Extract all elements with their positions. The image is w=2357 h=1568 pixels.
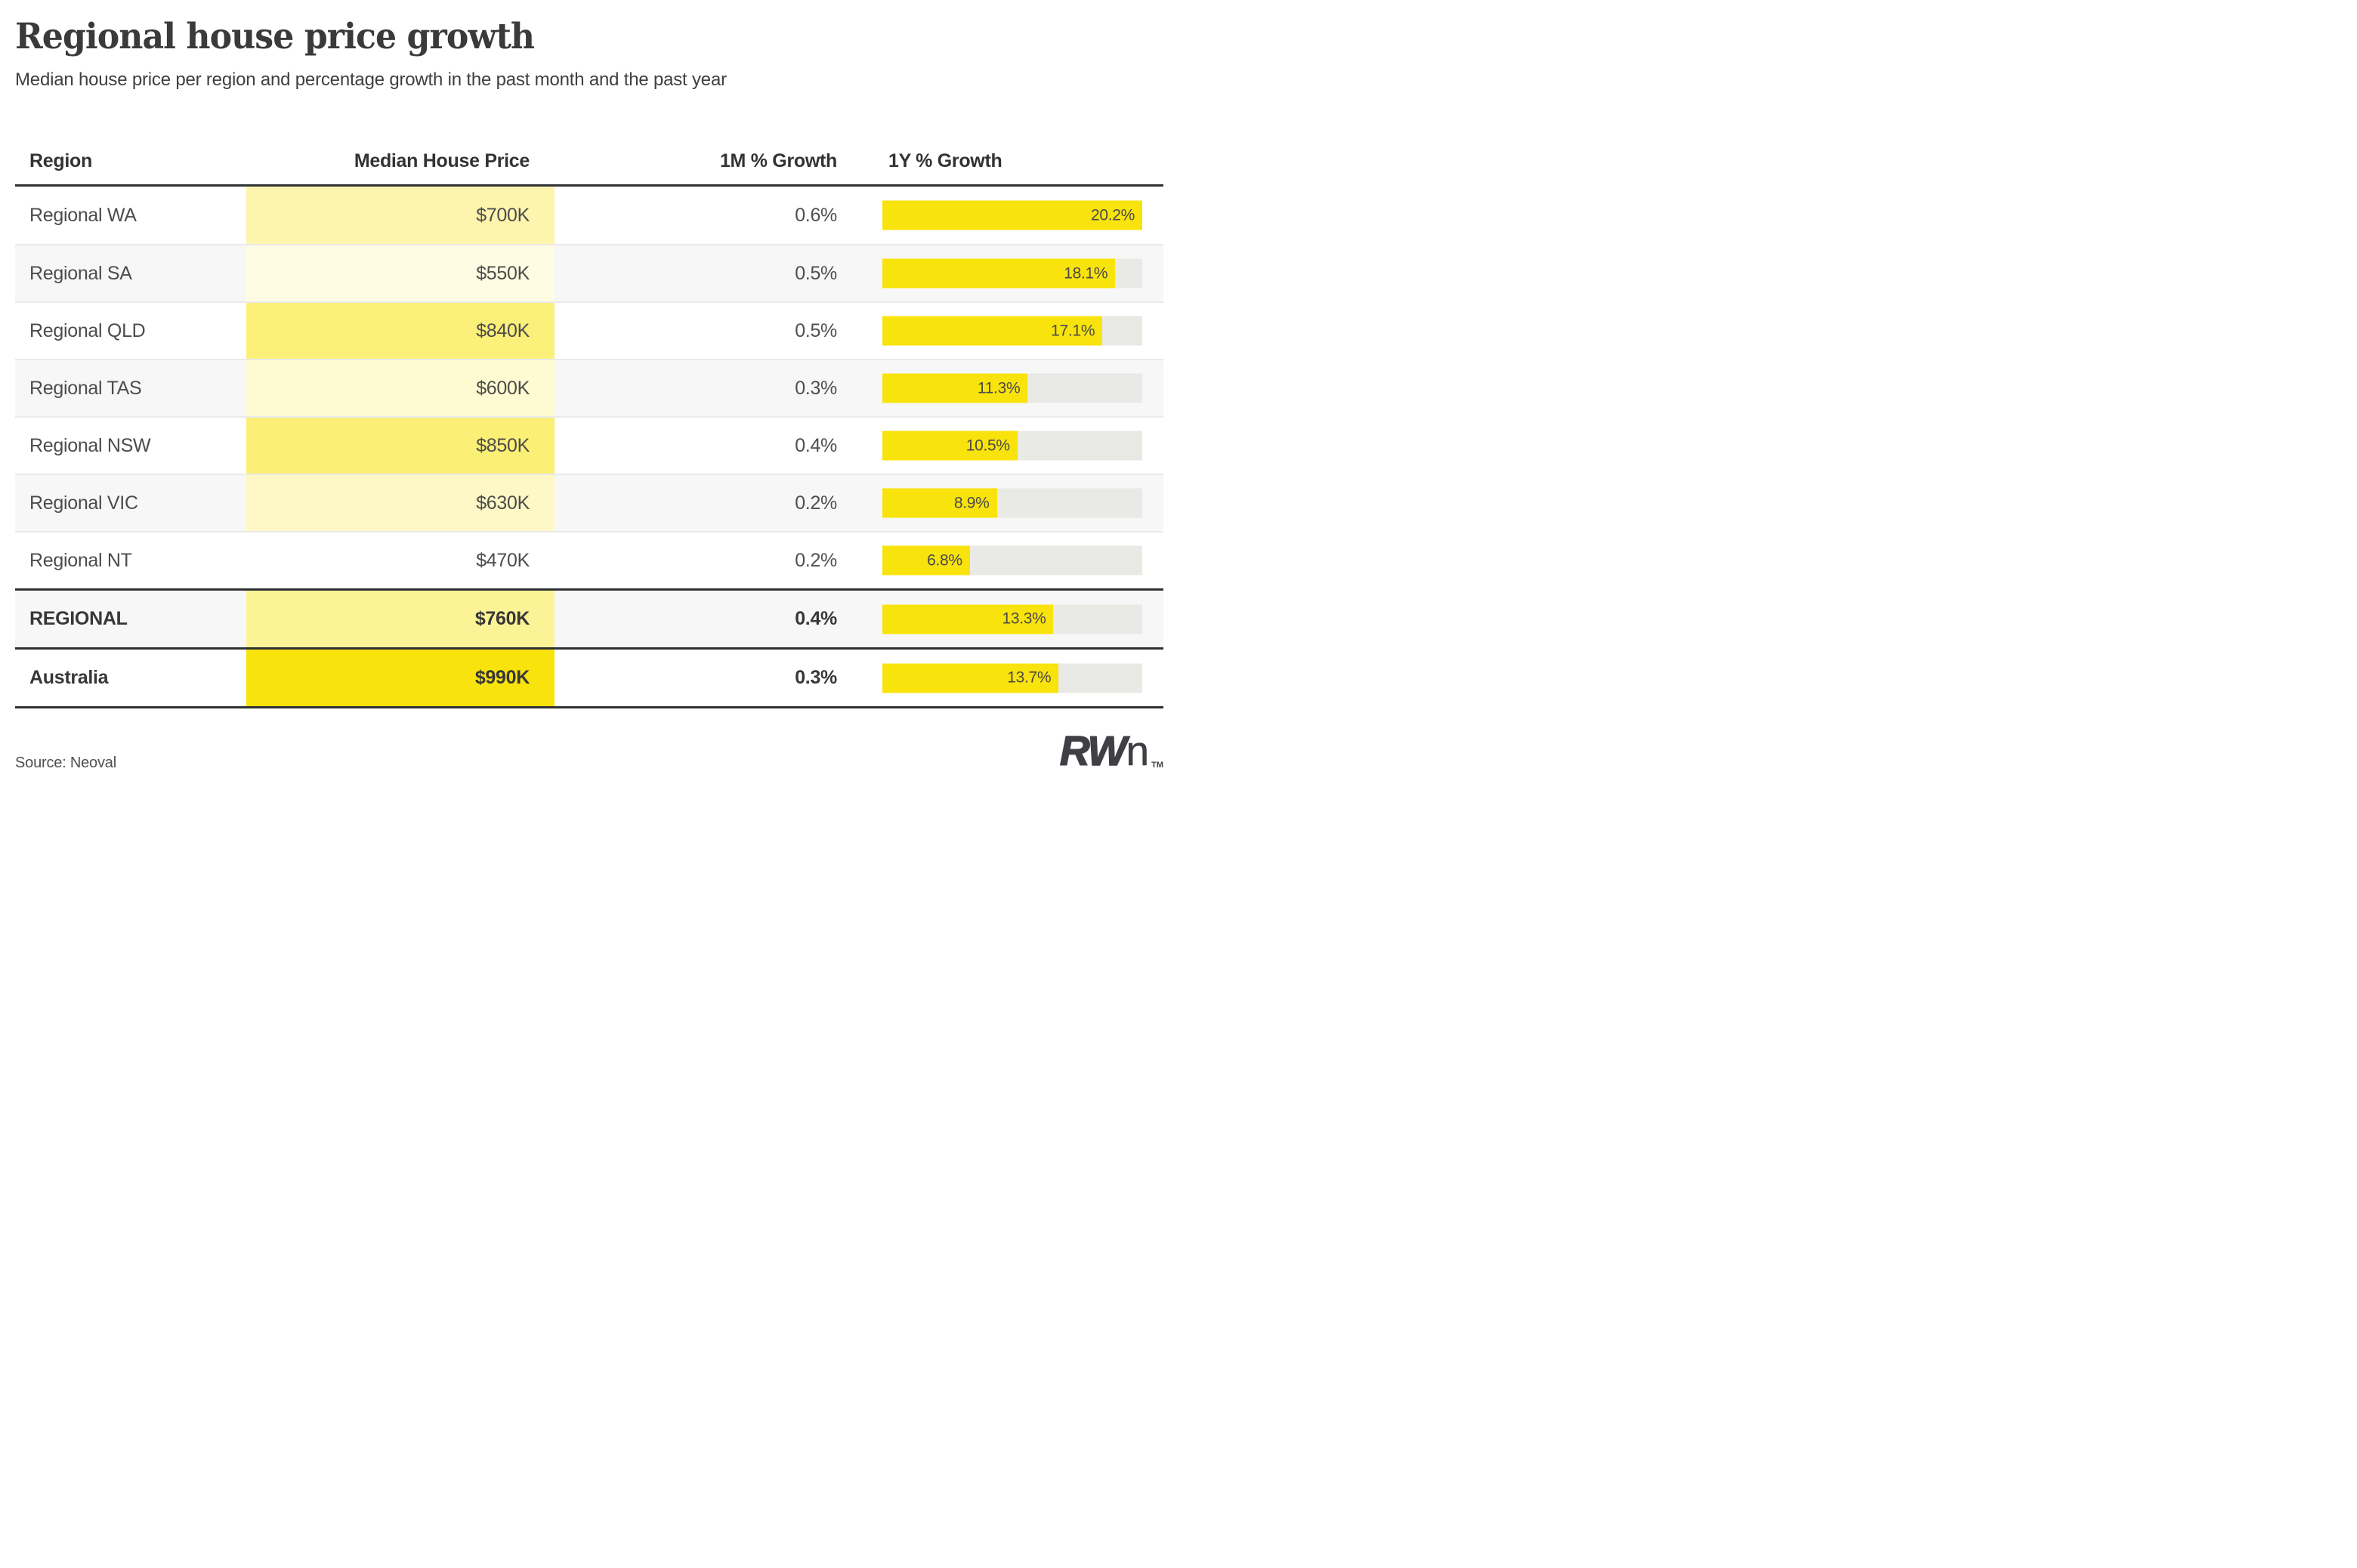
region-cell: Regional NT [29,549,132,571]
page-title: Regional house price growth [15,16,535,57]
growth-1m-cell: 0.5% [795,319,837,341]
infographic-canvas: Regional house price growth Median house… [0,0,1178,784]
median-price-cell: $700K [246,187,554,244]
growth-1y-bar-track: 17.1% [882,316,1142,346]
price-growth-table: Region Median House Price 1M % Growth 1Y… [15,92,1163,708]
growth-1y-bar-fill: 10.5% [882,431,1018,461]
trademark-symbol: TM [1151,761,1163,770]
growth-1y-bar-track: 13.7% [882,663,1142,693]
median-price-cell: $630K [246,475,554,531]
rwn-logo-rw: RW [1059,727,1127,774]
median-price-cell: $990K [246,650,554,706]
growth-1m-cell: 0.2% [795,549,837,571]
region-cell: Regional VIC [29,492,138,514]
rwn-logo: RW n TM [1059,727,1163,774]
median-price-cell: $470K [246,532,554,588]
table-row: Regional QLD $840K 0.5% 17.1% [15,301,1163,359]
growth-1y-bar-track: 8.9% [882,488,1142,518]
growth-1m-cell: 0.4% [795,608,837,629]
source-label: Source: Neoval [15,755,116,771]
median-price-cell: $840K [246,303,554,359]
growth-1m-cell: 0.4% [795,434,837,456]
column-header-1m-growth: 1M % Growth [719,150,837,171]
rwn-logo-n: n [1126,727,1150,774]
growth-1y-bar-track: 10.5% [882,431,1142,461]
median-price-cell: $760K [246,591,554,647]
footer: Source: Neoval RW n TM [15,727,1163,774]
growth-1m-cell: 0.6% [795,204,837,226]
region-cell: Regional WA [29,204,137,226]
growth-1m-cell: 0.3% [795,667,837,688]
table-header-row: Region Median House Price 1M % Growth 1Y… [15,92,1163,187]
page-subtitle: Median house price per region and percen… [15,69,727,90]
region-cell: Australia [29,667,109,688]
table-row: Australia $990K 0.3% 13.7% [15,647,1163,706]
growth-1y-bar-track: 20.2% [882,200,1142,230]
growth-1y-value-label: 13.7% [1007,668,1052,687]
table-row: Regional NSW $850K 0.4% 10.5% [15,416,1163,474]
growth-1m-cell: 0.2% [795,492,837,514]
table-row: REGIONAL $760K 0.4% 13.3% [15,588,1163,647]
growth-1y-value-label: 20.2% [1090,206,1135,224]
growth-1y-bar-fill: 13.3% [882,604,1054,634]
growth-1m-cell: 0.5% [795,262,837,284]
column-header-1y-growth: 1Y % Growth [888,150,1002,171]
growth-1y-bar-fill: 8.9% [882,488,997,518]
growth-1y-value-label: 6.8% [927,551,962,569]
region-cell: Regional SA [29,262,132,284]
table-row: Regional SA $550K 0.5% 18.1% [15,244,1163,301]
median-price-cell: $550K [246,245,554,301]
growth-1y-bar-track: 11.3% [882,373,1142,403]
region-cell: Regional NSW [29,434,151,456]
median-price-cell: $600K [246,360,554,416]
growth-1y-value-label: 18.1% [1064,264,1108,282]
growth-1y-value-label: 17.1% [1051,322,1095,339]
column-header-median-house-price: Median House Price [354,150,530,171]
growth-1y-bar-track: 6.8% [882,545,1142,576]
growth-1y-value-label: 11.3% [977,379,1021,397]
growth-1m-cell: 0.3% [795,377,837,399]
table-row: Regional NT $470K 0.2% 6.8% [15,531,1163,588]
growth-1y-value-label: 8.9% [953,494,990,511]
growth-1y-bar-fill: 11.3% [882,373,1028,403]
column-header-region: Region [29,150,92,171]
region-cell: REGIONAL [29,608,128,629]
growth-1y-bar-fill: 20.2% [882,200,1142,230]
growth-1y-bar-fill: 18.1% [882,258,1116,289]
table-body: Regional WA $700K 0.6% 20.2% Regional SA… [15,187,1163,708]
growth-1y-bar-track: 18.1% [882,258,1142,289]
region-cell: Regional TAS [29,377,142,399]
growth-1y-bar-fill: 6.8% [882,545,970,576]
growth-1y-bar-fill: 17.1% [882,316,1103,346]
table-row: Regional WA $700K 0.6% 20.2% [15,187,1163,244]
table-row: Regional TAS $600K 0.3% 11.3% [15,359,1163,416]
table-row: Regional VIC $630K 0.2% 8.9% [15,474,1163,531]
growth-1y-value-label: 13.3% [1002,610,1046,628]
growth-1y-bar-track: 13.3% [882,604,1142,634]
median-price-cell: $850K [246,418,554,474]
region-cell: Regional QLD [29,319,146,341]
growth-1y-value-label: 10.5% [965,437,1010,454]
growth-1y-bar-fill: 13.7% [882,663,1059,693]
